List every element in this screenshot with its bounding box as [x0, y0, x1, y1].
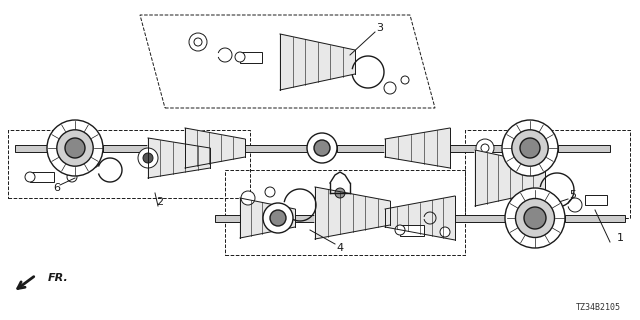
Text: 4: 4	[337, 243, 344, 253]
Circle shape	[189, 33, 207, 51]
Polygon shape	[295, 214, 385, 221]
Circle shape	[512, 130, 548, 166]
Circle shape	[67, 172, 77, 182]
Text: 6: 6	[54, 183, 61, 193]
Circle shape	[440, 227, 450, 237]
Bar	[585, 195, 607, 205]
Text: 2: 2	[156, 197, 164, 207]
Polygon shape	[148, 138, 210, 178]
Circle shape	[519, 142, 531, 154]
Circle shape	[401, 76, 409, 84]
Bar	[30, 172, 54, 182]
Text: 1: 1	[616, 233, 623, 243]
Circle shape	[520, 138, 540, 158]
Polygon shape	[337, 145, 385, 151]
Circle shape	[47, 120, 103, 176]
Circle shape	[65, 138, 85, 158]
Text: FR.: FR.	[48, 273, 68, 283]
Bar	[400, 225, 424, 236]
Circle shape	[270, 210, 286, 226]
Text: 3: 3	[376, 23, 383, 33]
Circle shape	[241, 191, 255, 205]
Circle shape	[504, 139, 516, 151]
Polygon shape	[245, 145, 320, 151]
Polygon shape	[558, 145, 610, 151]
Circle shape	[502, 120, 558, 176]
Circle shape	[524, 207, 546, 229]
Circle shape	[143, 153, 153, 163]
Circle shape	[515, 198, 554, 237]
Circle shape	[395, 225, 405, 235]
Polygon shape	[215, 214, 240, 221]
Circle shape	[265, 187, 275, 197]
Circle shape	[335, 188, 345, 198]
Circle shape	[263, 203, 293, 233]
Polygon shape	[185, 128, 245, 168]
Polygon shape	[15, 145, 47, 151]
Circle shape	[505, 188, 565, 248]
Bar	[240, 52, 262, 63]
Circle shape	[138, 148, 158, 168]
Polygon shape	[385, 128, 450, 168]
Text: 5: 5	[570, 190, 577, 200]
Circle shape	[307, 133, 337, 163]
Circle shape	[384, 82, 396, 94]
Bar	[525, 142, 553, 154]
Polygon shape	[315, 187, 390, 239]
Circle shape	[25, 172, 35, 182]
Polygon shape	[385, 196, 455, 240]
Circle shape	[314, 140, 330, 156]
Circle shape	[476, 139, 494, 157]
Polygon shape	[565, 214, 625, 221]
Circle shape	[235, 52, 245, 62]
Circle shape	[481, 144, 489, 152]
Polygon shape	[475, 150, 545, 206]
Text: TZ34B2105: TZ34B2105	[575, 303, 621, 313]
Circle shape	[57, 130, 93, 166]
Polygon shape	[240, 198, 295, 238]
Polygon shape	[455, 214, 515, 221]
Circle shape	[194, 38, 202, 46]
Polygon shape	[103, 145, 185, 151]
Polygon shape	[450, 145, 510, 151]
Polygon shape	[280, 34, 355, 90]
